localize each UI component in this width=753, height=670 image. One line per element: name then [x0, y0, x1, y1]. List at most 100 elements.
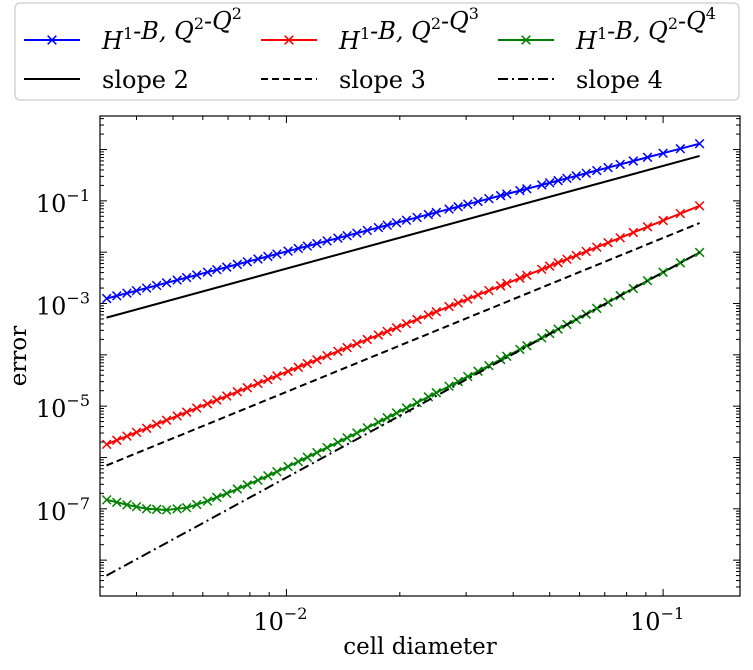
data-point [628, 227, 639, 238]
data-point [151, 504, 162, 515]
data-point [202, 398, 213, 409]
data-point [181, 272, 192, 283]
data-point [342, 230, 352, 241]
data-point [484, 193, 494, 204]
legend: H1-B, Q2-Q2 H1-B, Q2-Q3 H1-B, Q2-Q4 slope 2… [24, 4, 716, 94]
data-point [675, 258, 686, 268]
data-point [312, 354, 322, 365]
data-point [603, 162, 613, 173]
data-point [131, 285, 142, 296]
data-point [122, 499, 132, 510]
series-layer [101, 138, 705, 577]
legend-entry-q3: H1-B, Q2-Q3 [261, 4, 479, 55]
data-point [312, 447, 322, 458]
data-point [553, 175, 563, 186]
data-point [151, 419, 162, 430]
data-point [131, 501, 142, 512]
x-tick-label: 10−2 [253, 604, 307, 636]
data-point [342, 433, 352, 443]
data-point [444, 204, 454, 214]
x-tick-label: 10−1 [630, 604, 684, 636]
data-point [242, 382, 253, 393]
data-point [501, 278, 512, 289]
data-point [522, 270, 532, 281]
data-point [453, 201, 463, 212]
legend-box [14, 2, 740, 101]
data-point [111, 291, 122, 301]
data-point [603, 297, 613, 308]
data-point [658, 215, 668, 226]
data-point [172, 503, 182, 514]
data-point [628, 283, 639, 294]
legend-marker [521, 35, 531, 45]
plot-area [100, 116, 740, 596]
data-point [352, 338, 362, 349]
data-point [202, 267, 213, 277]
data-point [562, 173, 572, 184]
data-point [694, 138, 705, 149]
legend-entry-q4: H1-B, Q2-Q4 [498, 4, 716, 55]
plot-frame [99, 115, 741, 597]
data-point [391, 217, 402, 228]
data-point [141, 503, 152, 514]
series-3 [106, 154, 700, 319]
data-point [515, 185, 525, 196]
data-point [181, 407, 192, 417]
data-point [423, 209, 434, 220]
data-point [352, 428, 362, 438]
tick-layer: 10−2 10−1 10−1 10−3 10−5 10−7 [36, 116, 740, 636]
data-point [221, 262, 232, 272]
data-point [373, 417, 384, 428]
legend-entry-s2: slope 2 [24, 66, 189, 94]
data-point [253, 254, 263, 264]
data-point [122, 288, 132, 299]
data-point [615, 159, 626, 170]
data-point [628, 156, 639, 166]
data-point [333, 233, 343, 243]
data-point [221, 488, 232, 499]
series-line [106, 154, 700, 319]
legend-label: slope 2 [102, 66, 189, 94]
data-point [536, 180, 547, 190]
data-point [302, 452, 313, 463]
data-point [412, 397, 422, 408]
data-point [373, 222, 384, 233]
data-point [694, 200, 705, 211]
series-4 [106, 222, 700, 467]
data-point [293, 243, 304, 254]
data-point [232, 386, 243, 397]
data-point [603, 237, 613, 248]
data-point [302, 241, 313, 251]
data-point [581, 246, 592, 257]
data-point [191, 403, 202, 413]
data-point [221, 391, 232, 401]
data-point [312, 238, 322, 249]
data-point [302, 358, 313, 369]
data-point [462, 199, 473, 210]
data-point [161, 415, 172, 426]
data-point [501, 189, 512, 199]
data-point [423, 310, 434, 320]
series-line [106, 251, 701, 577]
data-point [263, 470, 273, 481]
data-point [141, 423, 152, 434]
data-point [362, 334, 373, 345]
legend-marker [284, 35, 294, 45]
data-point [322, 442, 332, 453]
y-axis-label: error [6, 326, 32, 386]
data-point [642, 152, 653, 163]
data-point [473, 290, 483, 300]
y-tick-label: 10−5 [36, 391, 90, 423]
data-point [431, 387, 442, 398]
legend-entry-s4: slope 4 [498, 66, 663, 94]
data-point [191, 270, 202, 280]
data-point [484, 360, 494, 371]
data-point [232, 259, 243, 270]
data-point [263, 251, 273, 262]
data-point [562, 254, 572, 265]
data-point [391, 408, 402, 418]
data-point [412, 314, 422, 325]
data-point [362, 225, 373, 236]
data-point [522, 183, 532, 194]
